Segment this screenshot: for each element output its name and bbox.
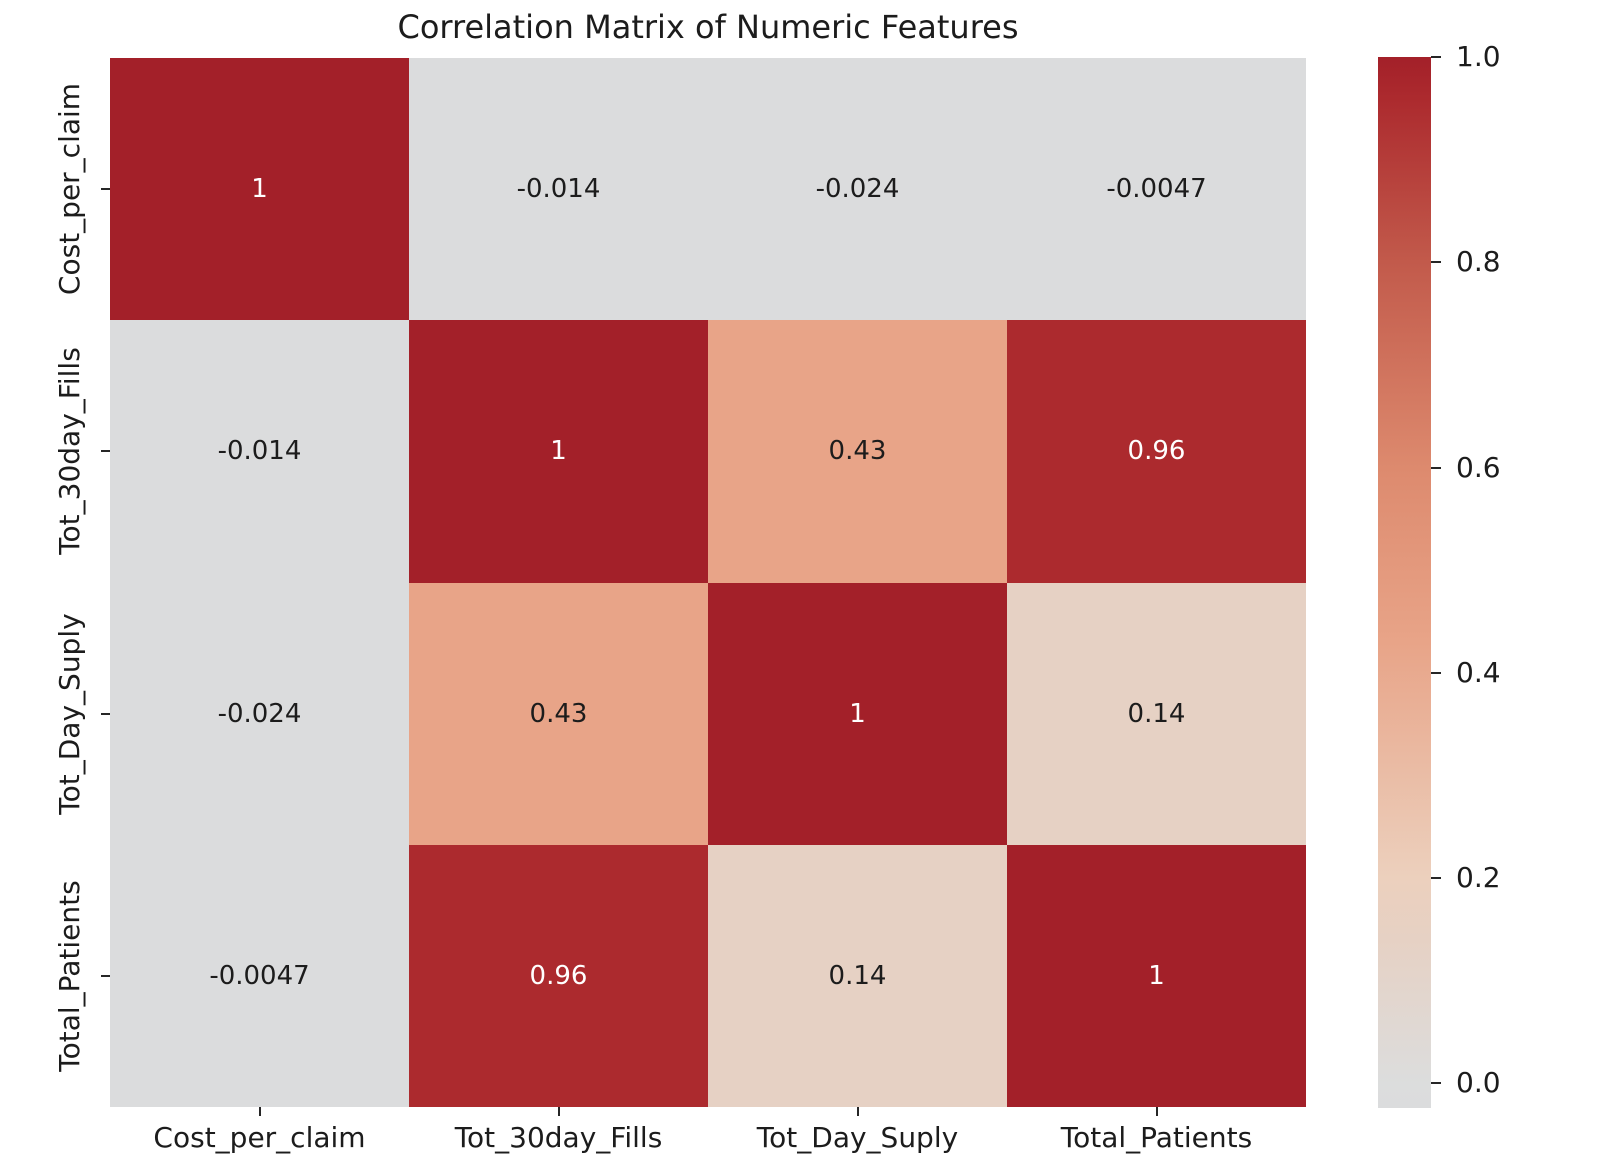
colorbar-tick <box>1431 671 1441 674</box>
heatmap-cell: 0.43 <box>409 582 708 845</box>
heatmap-cell: 1 <box>110 58 409 321</box>
colorbar-tick-label: 1.0 <box>1456 40 1501 73</box>
heatmap-grid: 1 -0.014 -0.024 -0.0047 -0.014 1 0.43 0.96 -0.02… <box>110 58 1306 1107</box>
colorbar-tick-label: 0.6 <box>1456 450 1501 484</box>
colorbar-tick-label: 0.4 <box>1456 655 1501 689</box>
heatmap-cell: -0.024 <box>110 582 409 845</box>
y-axis-label: Total_Patients <box>53 880 86 1072</box>
heatmap-cell: -0.0047 <box>1007 58 1306 321</box>
colorbar-tick-label: 0.8 <box>1456 245 1501 279</box>
colorbar-tick-label: 0.2 <box>1456 861 1501 895</box>
x-axis-tick <box>258 1107 261 1116</box>
heatmap-cell: -0.0047 <box>110 844 409 1107</box>
heatmap-cell: -0.024 <box>708 58 1007 321</box>
heatmap-cell: 1 <box>1007 844 1306 1107</box>
heatmap-cell: 0.14 <box>708 844 1007 1107</box>
heatmap-cell: -0.014 <box>110 320 409 583</box>
colorbar-tick <box>1431 261 1441 264</box>
y-axis-tick <box>101 450 110 453</box>
x-axis-tick <box>557 1107 560 1116</box>
x-axis-label: Tot_Day_Suply <box>756 1121 959 1154</box>
heatmap-cell: 1 <box>409 320 708 583</box>
x-axis-label: Cost_per_claim <box>153 1121 366 1154</box>
heatmap-cell: 0.96 <box>409 844 708 1107</box>
y-axis-tick <box>101 188 110 191</box>
y-axis-tick <box>101 974 110 977</box>
colorbar-tick-label: 0.0 <box>1456 1066 1501 1100</box>
heatmap-cell: 0.14 <box>1007 582 1306 845</box>
x-axis-label: Total_Patients <box>1060 1121 1253 1154</box>
chart-title: Correlation Matrix of Numeric Features <box>397 8 1019 46</box>
x-axis-tick <box>1155 1107 1158 1116</box>
y-axis-tick <box>101 712 110 715</box>
x-axis-label: Tot_30day_Fills <box>454 1121 663 1154</box>
colorbar-tick <box>1431 466 1441 469</box>
colorbar-tick <box>1431 1082 1441 1085</box>
heatmap-cell: -0.014 <box>409 58 708 321</box>
x-axis-tick <box>856 1107 859 1116</box>
heatmap-cell: 1 <box>708 582 1007 845</box>
heatmap-cell: 0.96 <box>1007 320 1306 583</box>
colorbar-tick <box>1431 56 1441 58</box>
colorbar-tick <box>1431 877 1441 880</box>
heatmap-cell: 0.43 <box>708 320 1007 583</box>
colorbar <box>1378 57 1431 1108</box>
